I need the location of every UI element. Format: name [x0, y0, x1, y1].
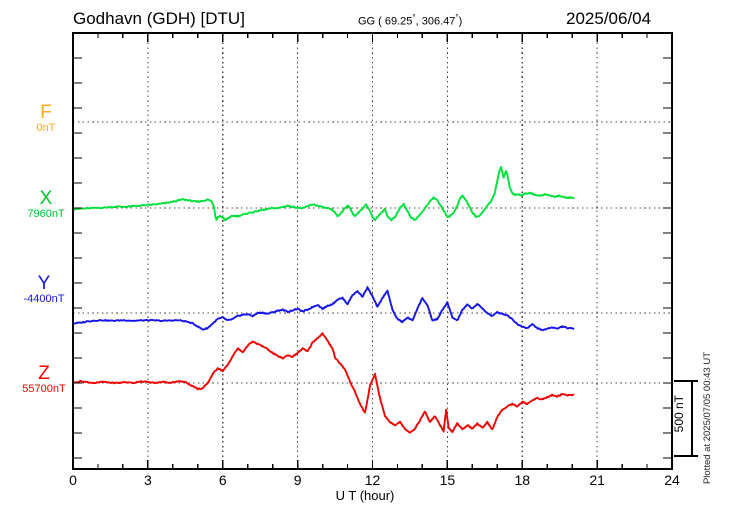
coords-part2: , 306.47	[415, 15, 456, 28]
x-tick-label: 9	[293, 472, 302, 488]
component-symbol-Z: Z	[38, 363, 50, 384]
gridlines	[73, 33, 672, 469]
x-tick-label: 12	[364, 472, 381, 488]
data-traces	[73, 166, 575, 434]
coords-part1: GG ( 69.25	[358, 15, 413, 28]
x-axis-label: U T (hour)	[335, 488, 395, 503]
x-tick-label: 15	[439, 472, 456, 488]
degree-symbol-2: °	[455, 13, 459, 22]
component-label-Z: Z 55700nT	[14, 364, 74, 396]
x-tick-label: 21	[589, 472, 605, 488]
x-tick-label: 18	[514, 472, 531, 488]
component-label-X: X 7960nT	[18, 189, 74, 221]
x-tick-label: 24	[664, 472, 680, 488]
component-symbol-F: F	[40, 102, 52, 123]
plotted-at-label: Plotted at 2025/07/05 00:43 UT	[702, 352, 713, 485]
station-title: Godhavn (GDH) [DTU]	[73, 9, 245, 28]
observation-date: 2025/06/04	[566, 9, 652, 28]
x-tick-label: 6	[218, 472, 227, 488]
geographic-coordinates: GG ( 69.25°, 306.47°)	[358, 13, 462, 28]
component-label-Y: Y -4400nT	[14, 274, 74, 306]
coords-part3: )	[458, 15, 463, 28]
component-baseline-Y: -4400nT	[23, 293, 65, 305]
component-baseline-X: 7960nT	[27, 208, 65, 220]
x-tick-label: 0	[69, 472, 77, 488]
scale-bar	[674, 380, 698, 457]
component-symbol-X: X	[39, 188, 53, 209]
degree-symbol-1: °	[412, 13, 416, 22]
axis-ticks	[72, 33, 673, 469]
x-tick-label: 3	[143, 472, 152, 488]
component-baseline-F: 0nT	[36, 122, 56, 134]
component-baseline-Z: 55700nT	[22, 383, 66, 395]
component-label-F: F 0nT	[18, 103, 74, 135]
scale-bar-label: 500 nT	[672, 395, 686, 433]
component-symbol-Y: Y	[37, 273, 51, 294]
